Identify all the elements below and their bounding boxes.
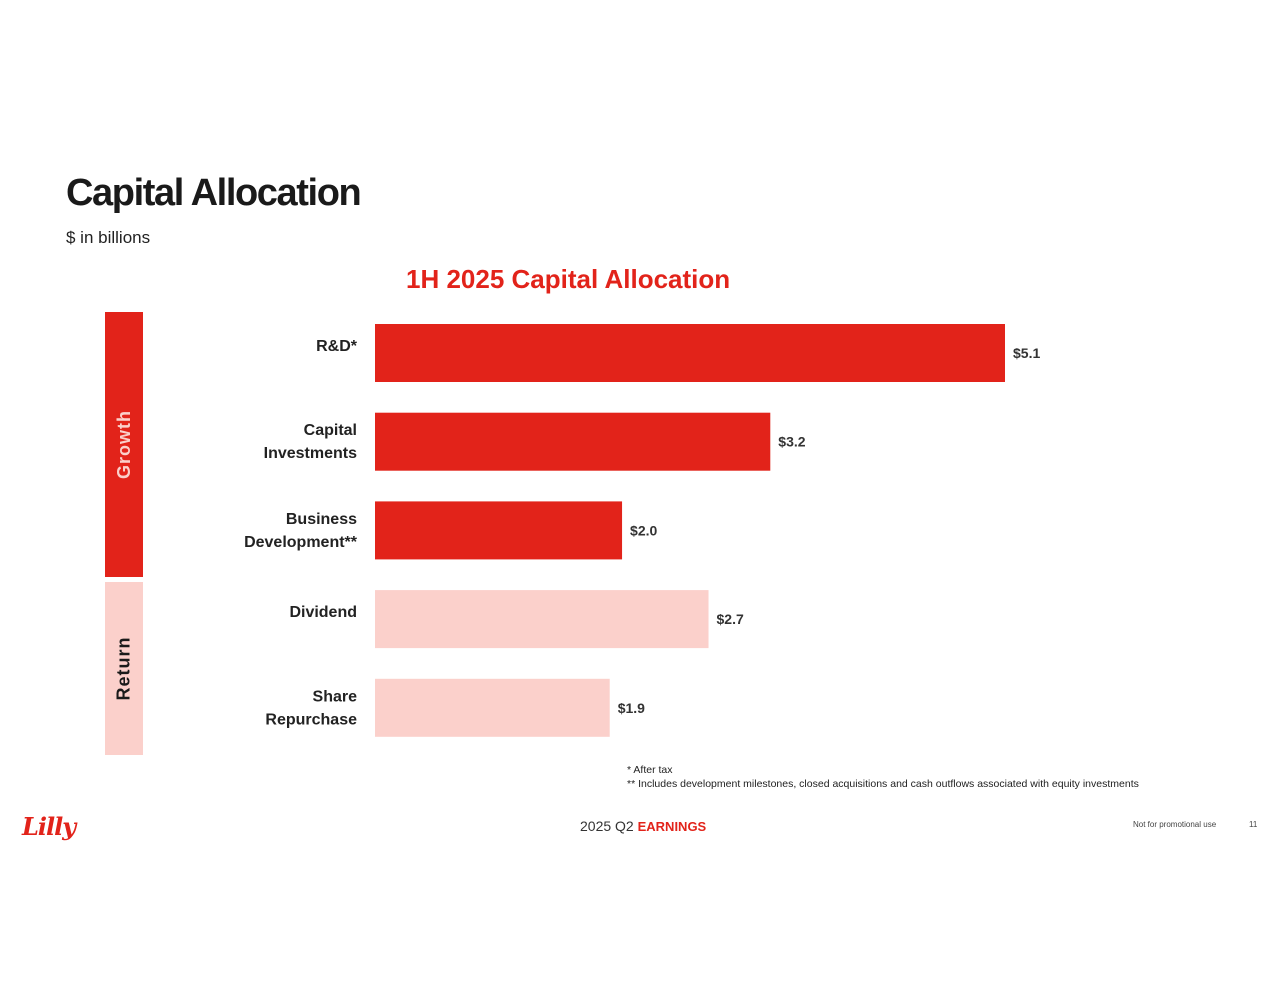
bar-capital-investments — [375, 412, 771, 471]
bar-dividend — [375, 590, 709, 649]
value-label-capital-investments: $3.2 — [778, 434, 805, 450]
value-label-business-development: $2.0 — [630, 522, 657, 538]
category-label-capital-investments: Capital Investments — [264, 422, 357, 462]
category-label-dividend: Dividend — [289, 604, 357, 621]
bar-business-development — [375, 501, 623, 560]
footer-period: 2025 Q2 — [580, 818, 634, 834]
footnote-after-tax: * After tax — [627, 764, 673, 776]
footer-report-name: 2025 Q2 EARNINGS — [580, 818, 706, 834]
footnotes: * After tax ** Includes development mile… — [627, 763, 1139, 791]
category-label-r-d: R&D* — [316, 338, 358, 355]
company-logo: Lilly — [22, 812, 76, 841]
promo-disclaimer: Not for promotional use — [1133, 820, 1217, 829]
category-label-share-repurchase: Share Repurchase — [265, 688, 357, 728]
footer-earnings: EARNINGS — [637, 819, 707, 834]
page-title: Capital Allocation — [66, 172, 362, 214]
value-label-share-repurchase: $1.9 — [618, 700, 645, 716]
chart-title: 1H 2025 Capital Allocation — [406, 264, 731, 294]
return-group-band: Return — [105, 582, 143, 755]
bar-share-repurchase — [375, 678, 610, 737]
page-subtitle: $ in billions — [66, 228, 151, 247]
value-label-dividend: $2.7 — [717, 611, 744, 627]
footnote-business-development: ** Includes development milestones, clos… — [627, 778, 1139, 790]
category-label-business-development: Business Development** — [244, 511, 358, 551]
bar-r-d — [375, 324, 1005, 382]
growth-group-band: Growth — [105, 312, 143, 577]
value-label-r-d: $5.1 — [1013, 345, 1040, 361]
page-number: 11 — [1249, 820, 1258, 829]
